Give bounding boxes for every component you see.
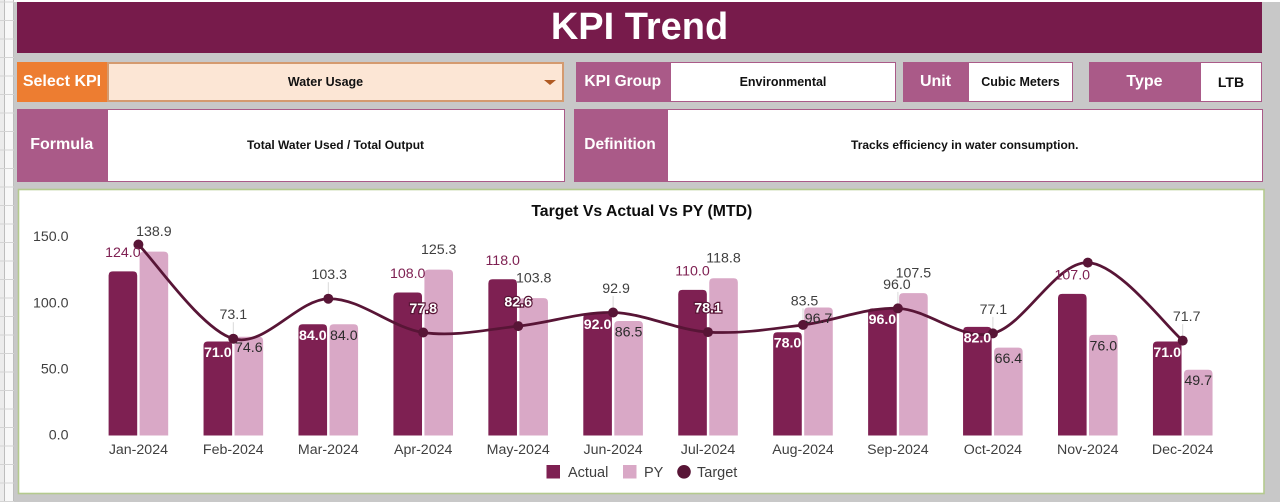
svg-text:110.0: 110.0 <box>675 263 710 279</box>
svg-text:82.6: 82.6 <box>504 295 532 311</box>
svg-text:96.7: 96.7 <box>805 311 833 327</box>
svg-text:Target: Target <box>697 465 737 481</box>
svg-text:108.0: 108.0 <box>390 266 426 282</box>
svg-text:82.0: 82.0 <box>964 330 992 346</box>
svg-text:Aug-2024: Aug-2024 <box>772 442 834 458</box>
svg-text:Jul-2024: Jul-2024 <box>681 442 736 458</box>
svg-text:100.0: 100.0 <box>33 295 69 311</box>
svg-text:May-2024: May-2024 <box>487 442 550 458</box>
svg-text:Target Vs Actual Vs PY (MTD): Target Vs Actual Vs PY (MTD) <box>531 203 752 220</box>
svg-text:Actual: Actual <box>568 465 608 481</box>
svg-text:118.0: 118.0 <box>485 253 520 269</box>
svg-text:Feb-2024: Feb-2024 <box>203 442 264 458</box>
svg-text:84.0: 84.0 <box>330 328 358 344</box>
svg-text:74.6: 74.6 <box>235 340 263 356</box>
svg-text:118.8: 118.8 <box>706 251 741 267</box>
svg-text:150.0: 150.0 <box>33 229 69 245</box>
svg-text:83.5: 83.5 <box>791 293 819 309</box>
svg-text:84.0: 84.0 <box>299 328 327 344</box>
svg-text:PY: PY <box>644 465 664 481</box>
svg-text:Jan-2024: Jan-2024 <box>109 442 168 458</box>
svg-text:Sep-2024: Sep-2024 <box>867 442 929 458</box>
svg-text:76.0: 76.0 <box>1089 338 1117 354</box>
svg-text:Oct-2024: Oct-2024 <box>964 442 1022 458</box>
svg-text:96.0: 96.0 <box>869 312 897 328</box>
svg-text:107.5: 107.5 <box>896 266 932 282</box>
svg-text:138.9: 138.9 <box>136 224 172 240</box>
svg-text:50.0: 50.0 <box>41 362 69 378</box>
svg-text:78.1: 78.1 <box>694 301 722 317</box>
svg-text:0.0: 0.0 <box>49 428 69 444</box>
svg-text:124.0: 124.0 <box>105 245 141 261</box>
svg-text:86.5: 86.5 <box>615 325 643 341</box>
svg-text:96.0: 96.0 <box>883 277 911 293</box>
svg-text:73.1: 73.1 <box>219 307 247 323</box>
svg-text:92.0: 92.0 <box>584 317 612 333</box>
svg-text:103.8: 103.8 <box>516 271 552 287</box>
svg-text:49.7: 49.7 <box>1184 373 1212 389</box>
svg-text:107.0: 107.0 <box>1055 267 1091 283</box>
svg-text:Dec-2024: Dec-2024 <box>1152 442 1214 458</box>
svg-text:Mar-2024: Mar-2024 <box>298 442 359 458</box>
svg-text:Apr-2024: Apr-2024 <box>394 442 452 458</box>
svg-text:103.3: 103.3 <box>312 267 348 283</box>
svg-text:Nov-2024: Nov-2024 <box>1057 442 1119 458</box>
svg-text:125.3: 125.3 <box>421 242 457 258</box>
svg-text:71.7: 71.7 <box>1173 309 1201 325</box>
svg-text:71.0: 71.0 <box>204 345 232 361</box>
svg-text:78.0: 78.0 <box>774 336 802 352</box>
svg-text:Jun-2024: Jun-2024 <box>584 442 643 458</box>
svg-text:77.1: 77.1 <box>980 302 1008 318</box>
svg-text:66.4: 66.4 <box>995 351 1023 367</box>
svg-text:92.9: 92.9 <box>602 281 630 297</box>
svg-text:71.0: 71.0 <box>1153 345 1181 361</box>
svg-text:77.8: 77.8 <box>409 301 437 317</box>
